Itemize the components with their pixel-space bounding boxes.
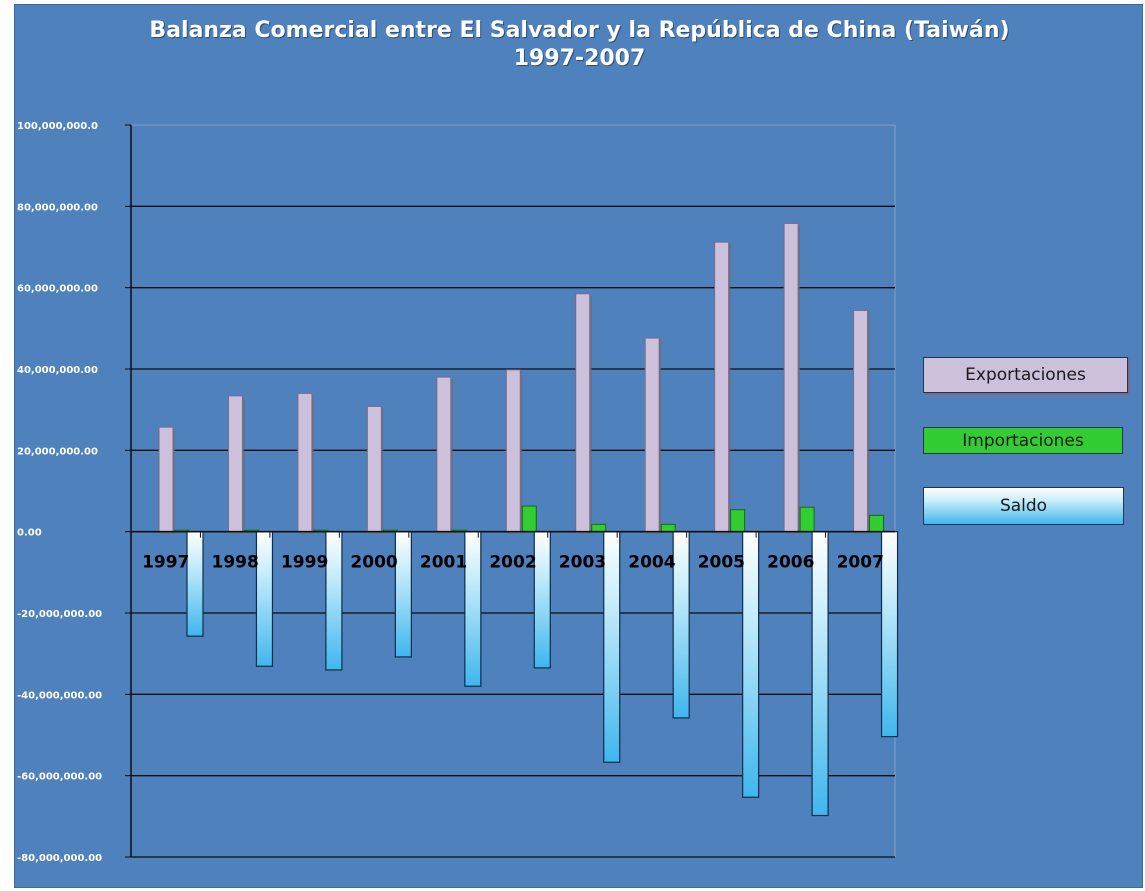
bar-saldo — [811, 531, 829, 817]
bar-importaciones — [521, 505, 537, 533]
x-tick-label: 2000 — [350, 553, 397, 573]
x-tick-label: 2003 — [559, 553, 606, 573]
x-tick-label: 2007 — [837, 553, 884, 573]
legend-item-exportaciones: Exportaciones — [923, 357, 1128, 393]
x-tick-label: 2005 — [698, 553, 745, 573]
bar-exportaciones — [366, 405, 382, 533]
legend-label-exportaciones: Exportaciones — [965, 365, 1086, 385]
bar-importaciones — [730, 509, 746, 533]
bar-saldo — [394, 531, 412, 658]
legend-label-importaciones: Importaciones — [962, 430, 1084, 451]
chart-subtitle: 1997-2007 — [513, 46, 646, 71]
x-tick-label: 2004 — [628, 553, 675, 573]
bar-exportaciones — [436, 376, 452, 533]
bar-importaciones — [591, 523, 607, 533]
chart-frame: Balanza Comercial entre El Salvador y la… — [14, 4, 1143, 888]
y-tick-label: -20,000,000.00 — [17, 609, 102, 620]
bar-saldo — [186, 531, 204, 637]
plot-area: 100,000,000.0 80,000,000.00 60,000,000.00 4… — [17, 121, 899, 864]
bar-saldo — [603, 531, 621, 763]
x-tick-label: 2001 — [420, 553, 467, 573]
y-tick-label: 60,000,000.00 — [17, 284, 98, 295]
bar-exportaciones — [853, 309, 869, 533]
y-tick-label: 0.00 — [17, 528, 42, 539]
bar-exportaciones — [227, 395, 243, 533]
bar-exportaciones — [158, 426, 174, 533]
chart-title-block: Balanza Comercial entre El Salvador y la… — [15, 17, 1142, 73]
y-tick-label: 40,000,000.00 — [17, 365, 98, 376]
y-tick-label: -40,000,000.00 — [17, 690, 102, 701]
bar-exportaciones — [783, 222, 799, 533]
chart-title: Balanza Comercial entre El Salvador y la… — [149, 18, 1010, 43]
bar-saldo — [742, 531, 760, 798]
y-tick-label: 20,000,000.00 — [17, 446, 98, 457]
legend-item-saldo: Saldo — [923, 487, 1124, 525]
x-tick-label: 2002 — [489, 553, 536, 573]
y-tick-label: 80,000,000.00 — [17, 202, 98, 213]
bar-importaciones — [869, 514, 885, 533]
x-tick-label: 1998 — [212, 553, 259, 573]
y-tick-label: 100,000,000.0 — [17, 121, 98, 132]
bar-exportaciones — [644, 337, 660, 533]
y-tick-label: -60,000,000.00 — [17, 772, 102, 783]
bar-importaciones — [799, 506, 815, 533]
x-tick-label: 1999 — [281, 553, 328, 573]
bar-exportaciones — [297, 392, 313, 533]
bar-exportaciones — [505, 369, 521, 533]
bar-exportaciones — [575, 293, 591, 533]
legend-item-importaciones: Importaciones — [923, 427, 1123, 454]
legend-label-saldo: Saldo — [999, 496, 1048, 516]
bar-saldo — [533, 531, 551, 669]
bar-exportaciones — [714, 241, 730, 533]
x-tick-label: 2006 — [767, 553, 814, 573]
y-tick-label: -80,000,000.00 — [17, 853, 102, 864]
bar-saldo — [880, 531, 899, 738]
x-tick-label: 1997 — [142, 553, 189, 573]
bar-saldo — [672, 531, 690, 719]
bar-importaciones — [660, 523, 676, 533]
